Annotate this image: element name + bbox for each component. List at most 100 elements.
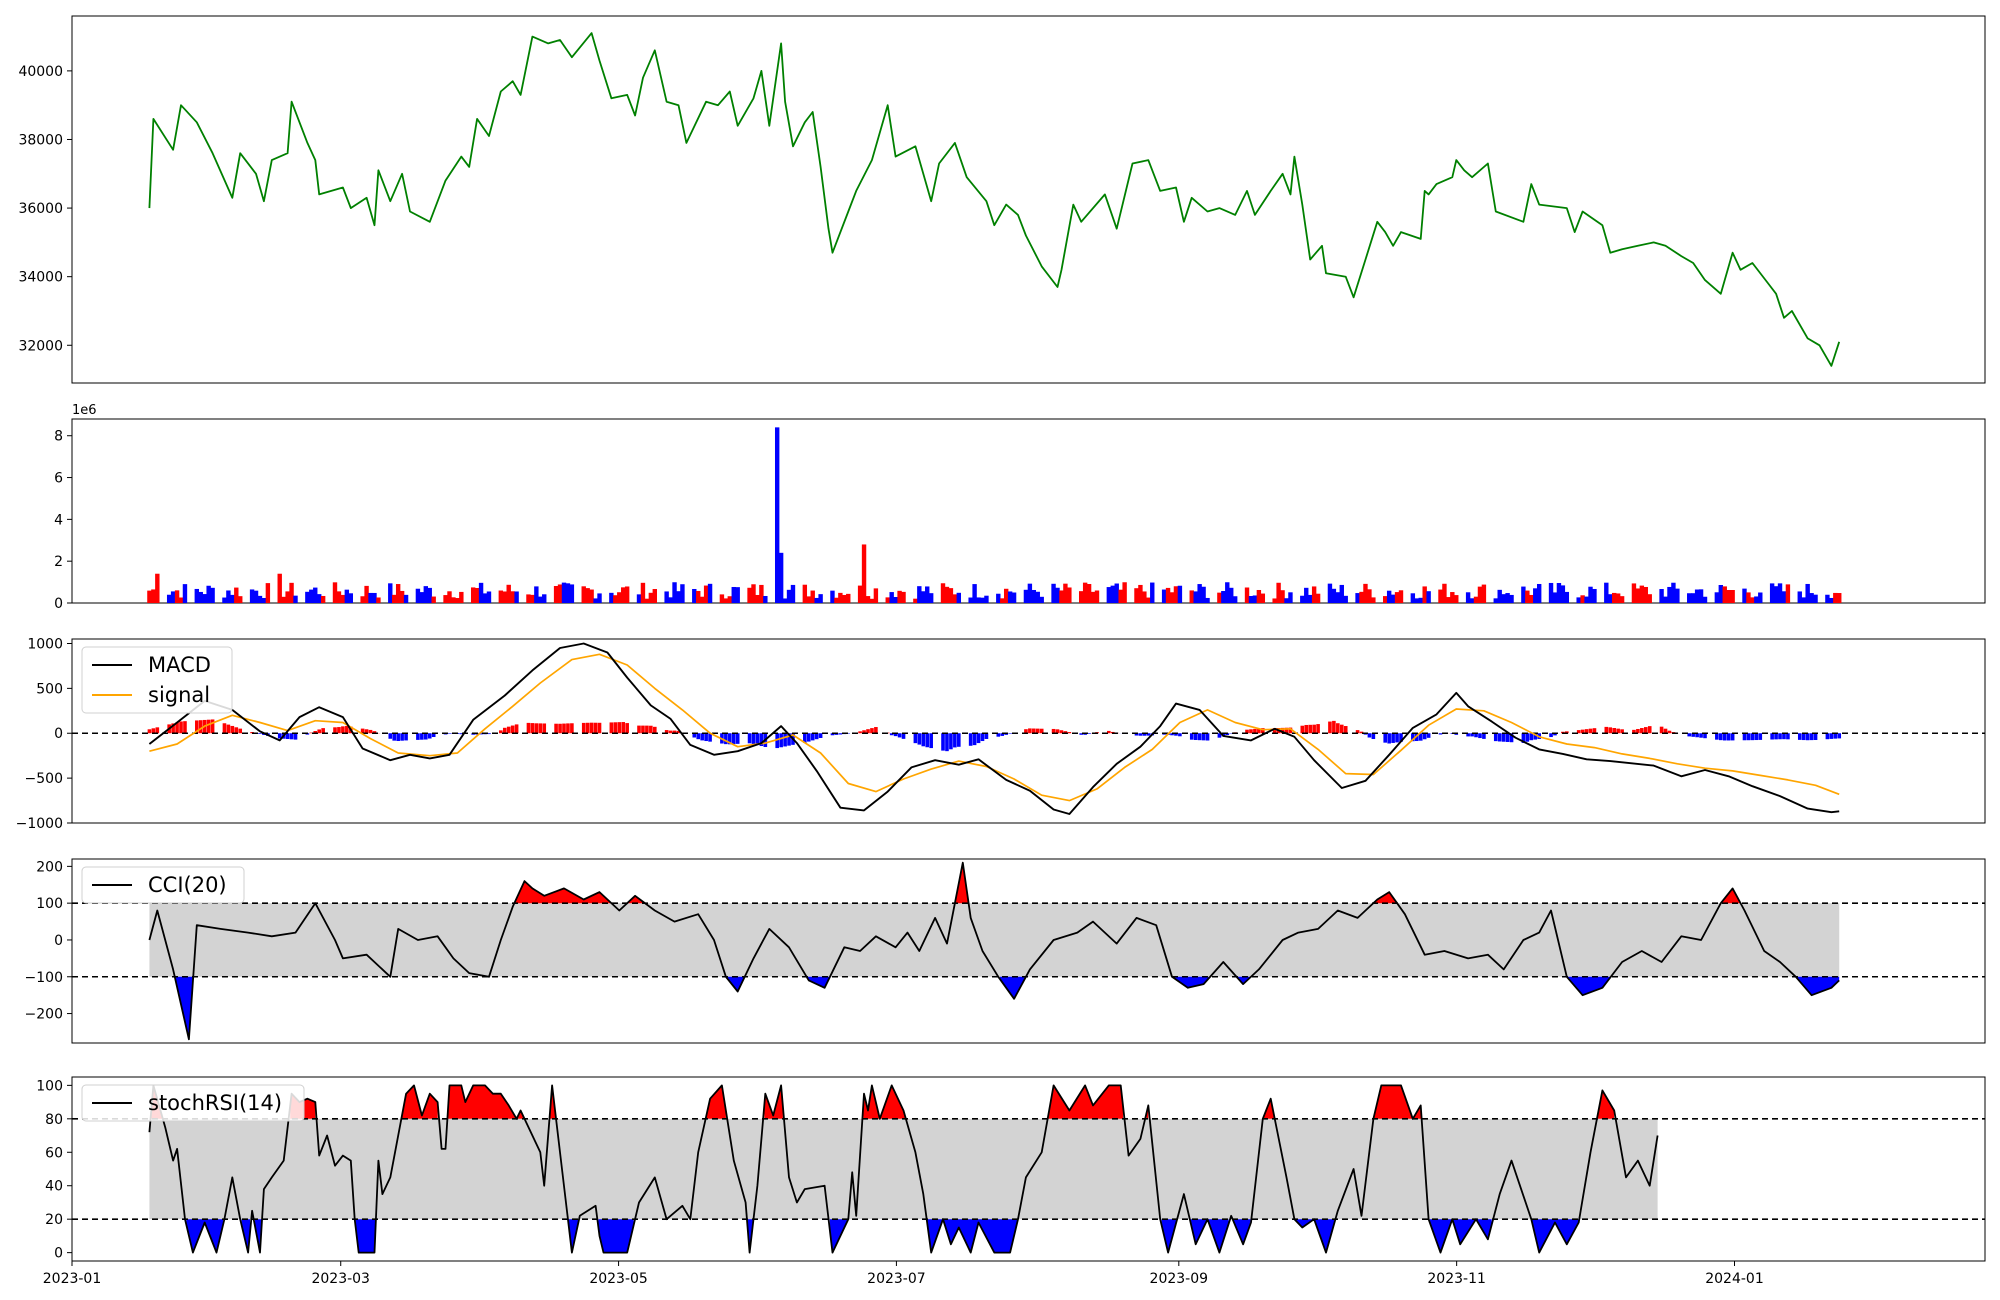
volume-bar [253, 590, 259, 603]
volume-bar [534, 586, 539, 603]
volume-bar [1698, 589, 1704, 603]
volume-bar [1635, 588, 1641, 603]
macd-series-signal [149, 653, 1840, 802]
macd-histogram-bar [400, 733, 404, 741]
stochrsi-legend-label: stochRSI(14) [148, 1091, 282, 1115]
macd-histogram-bar [925, 733, 930, 748]
x-axis-tick-label: 2023-07 [867, 1271, 926, 1287]
macd-histogram-bar [1426, 733, 1431, 738]
macd-histogram-bar [1245, 729, 1249, 734]
macd-histogram-bar [147, 729, 152, 734]
volume-bar [514, 591, 519, 603]
macd-histogram-bar [1059, 730, 1064, 734]
macd-histogram-bar [1501, 733, 1506, 742]
volume-bar [1773, 586, 1779, 603]
macd-histogram-bar [1316, 724, 1320, 734]
macd-histogram-bar [1640, 728, 1644, 734]
volume-bar [865, 596, 871, 603]
volume-bar [1118, 589, 1123, 603]
macd-histogram-bar [1225, 733, 1230, 735]
volume-bar [1418, 597, 1423, 603]
macd-histogram-bar [1497, 733, 1502, 742]
volume-bar [1300, 595, 1305, 603]
volume-bar [526, 594, 531, 603]
volume-bar [1580, 595, 1585, 603]
cci-ytick-label: 200 [36, 859, 63, 875]
macd-histogram-bar [396, 733, 400, 741]
macd-histogram-bar [526, 722, 531, 734]
macd-histogram-bar [1801, 733, 1806, 741]
macd-histogram-bar [755, 733, 760, 746]
volume-bar [1718, 584, 1724, 603]
cci-ytick-label: −200 [25, 1007, 63, 1023]
macd-histogram-bar [1667, 730, 1672, 734]
macd-histogram-bar [364, 729, 369, 734]
cci-legend-label: CCI(20) [148, 873, 227, 897]
macd-histogram-bar [1197, 733, 1202, 741]
stochrsi-ytick-label: 80 [45, 1112, 63, 1128]
volume-bar [344, 589, 350, 603]
volume-bar [664, 591, 669, 603]
macd-histogram-bar [514, 724, 519, 734]
volume-bar [1750, 597, 1755, 603]
macd-histogram-bar [1809, 733, 1814, 741]
macd-histogram-bar [645, 725, 649, 734]
macd-histogram-bar [783, 733, 787, 747]
volume-bar [1177, 585, 1183, 603]
volume-bar [1339, 584, 1344, 603]
volume-bar [1667, 586, 1672, 603]
volume-bar [1027, 583, 1033, 603]
macd-histogram-bar [1418, 733, 1423, 741]
macd-histogram-bar [814, 733, 819, 740]
macd-histogram-bar [625, 723, 629, 734]
cci-oversold-fill [1000, 976, 1025, 998]
volume-bar [1687, 593, 1692, 603]
volume-bar [1000, 598, 1005, 603]
x-axis-tick-label: 2023-01 [43, 1271, 102, 1287]
volume-bar [644, 598, 650, 603]
macd-histogram-bar [1008, 733, 1012, 734]
volume-bar [399, 590, 405, 603]
cci-ytick-label: 0 [54, 933, 63, 949]
macd-histogram-bar [1134, 733, 1139, 736]
volume-bar [1781, 591, 1787, 603]
macd-histogram-bar [945, 733, 949, 752]
volume-bar [309, 589, 314, 603]
macd-histogram-bar [1663, 728, 1668, 734]
volume-bar [1525, 590, 1530, 603]
volume-bar [1588, 586, 1593, 603]
macd-histogram-bar [570, 723, 574, 734]
volume-bar [735, 587, 740, 603]
macd-histogram-bar [1217, 733, 1222, 738]
macd-histogram-bar [1482, 733, 1486, 739]
macd-histogram-bar [1371, 733, 1376, 740]
macd-histogram-bar [1055, 729, 1060, 734]
volume-bar [395, 584, 401, 603]
macd-histogram-bar [1509, 733, 1514, 743]
volume-bar [696, 590, 701, 603]
volume-bar [774, 427, 780, 603]
volume-bar [925, 586, 930, 603]
macd-histogram-bar [1746, 733, 1751, 741]
macd-histogram-bar [589, 722, 594, 734]
volume-bar [1221, 591, 1226, 603]
volume-bar [790, 584, 796, 603]
stochrsi-overbought-fill [447, 1085, 524, 1119]
macd-histogram-bar [1825, 733, 1830, 740]
macd-histogram-bar [1028, 728, 1032, 734]
volume-bar [731, 586, 736, 603]
macd-histogram-bar [1178, 733, 1182, 737]
macd-histogram-bar [534, 723, 539, 734]
macd-histogram-bar [1659, 726, 1664, 734]
volume-bar [1161, 589, 1167, 603]
volume-bar [972, 584, 977, 603]
volume-bar [976, 597, 981, 603]
volume-bar [1833, 592, 1838, 603]
macd-histogram-bar [179, 721, 183, 734]
volume-bar [1505, 593, 1510, 603]
macd-histogram-bar [617, 722, 622, 734]
volume-bar [913, 598, 918, 603]
volume-bar [668, 597, 673, 603]
cci-oversold-fill [1567, 976, 1611, 995]
volume-bar [1386, 590, 1392, 603]
